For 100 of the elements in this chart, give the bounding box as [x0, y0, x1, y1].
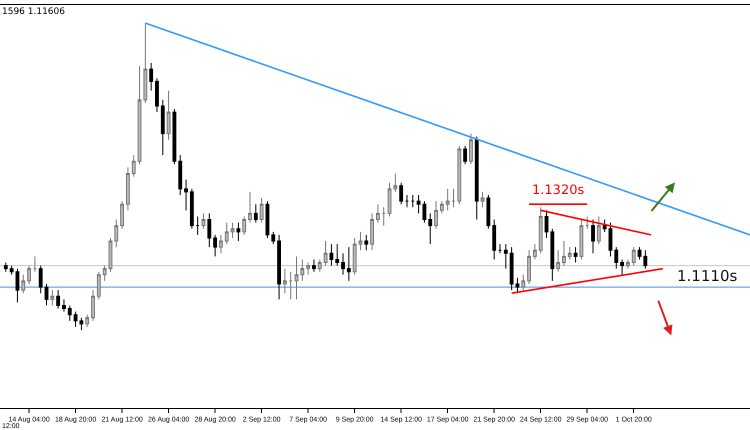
candlestick: [585, 216, 590, 230]
candlestick: [16, 268, 20, 303]
candlestick: [474, 136, 479, 220]
candlestick: [68, 304, 72, 322]
candlestick: [492, 219, 496, 260]
candlestick: [358, 231, 362, 251]
candlestick: [178, 154, 182, 196]
candlestick: [538, 206, 543, 254]
candlestick: [172, 108, 176, 165]
candlestick: [85, 314, 90, 328]
candlestick: [329, 244, 334, 266]
candlestick: [614, 246, 618, 270]
candlestick: [504, 244, 508, 270]
candlestick: [556, 250, 560, 272]
candlestick: [202, 212, 206, 230]
candlestick: [143, 22, 148, 104]
candlestick: [335, 244, 340, 266]
candlestick: [132, 154, 136, 178]
candlestick: [346, 246, 351, 282]
candlestick: [74, 311, 78, 328]
candlestick: [544, 210, 548, 238]
candlestick: [254, 204, 258, 224]
candlestick: [282, 268, 287, 294]
candlestick: [602, 219, 607, 232]
candlestick: [388, 182, 392, 217]
candlestick: [608, 222, 612, 257]
candlestick: [428, 212, 432, 245]
candlestick: [393, 173, 398, 192]
candlestick: [271, 231, 276, 245]
candlestick: [376, 204, 380, 224]
candlestick: [498, 244, 502, 254]
candlestick: [10, 265, 14, 276]
candlestick: [230, 222, 234, 238]
candlestick: [527, 250, 531, 284]
candlestick: [219, 234, 223, 254]
candlestick: [596, 216, 601, 245]
candlestick: [114, 219, 118, 248]
candlestick: [382, 206, 386, 226]
candlestick: [410, 194, 415, 208]
candlestick: [62, 298, 66, 312]
candlestick: [370, 212, 374, 251]
candlestick: [190, 188, 194, 230]
candlestick: [440, 200, 444, 214]
candlestick: [50, 290, 54, 306]
candlestick: [532, 244, 537, 260]
candlestick: [160, 99, 165, 156]
candlestick: [364, 234, 368, 251]
candlestick: [318, 258, 322, 272]
candlestick: [405, 194, 409, 208]
candlestick: [120, 200, 124, 230]
candlestick: [469, 133, 473, 165]
candlestick: [480, 191, 484, 208]
candlestick: [236, 222, 240, 242]
ref-line-label: 1.1110s: [677, 267, 738, 285]
candlestick: [324, 240, 328, 266]
candlestick: [224, 222, 229, 245]
candlestick: [266, 200, 270, 238]
candlestick: [126, 166, 130, 211]
candlestick: [32, 256, 37, 272]
candlestick: [638, 246, 642, 260]
candlestick: [288, 271, 293, 300]
candlestick: [620, 258, 624, 276]
candlestick: [44, 284, 48, 306]
candlestick: [91, 290, 95, 322]
candlestick: [632, 246, 636, 266]
candlestick: [574, 246, 578, 264]
candlestick: [56, 290, 60, 310]
candlestick: [207, 212, 212, 248]
candlestick: [79, 317, 84, 331]
candlestick: [626, 258, 630, 270]
candlestick: [452, 188, 456, 208]
candlestick: [591, 219, 595, 254]
candlestick: [486, 194, 490, 230]
candlestick: [38, 265, 43, 294]
candlestick: [579, 219, 584, 260]
candlestick: [294, 256, 298, 300]
series-label: 1.1320s: [532, 183, 584, 198]
candlestick: [446, 188, 450, 211]
candlestick: [27, 265, 31, 284]
candlestick: [568, 246, 572, 260]
candlestick: [457, 145, 462, 205]
candlestick: [521, 274, 526, 291]
candlestick: [242, 216, 246, 236]
candlestick: [550, 228, 554, 282]
candlestick: [248, 191, 252, 224]
candlestick: [510, 246, 514, 291]
candlestick: [196, 216, 200, 236]
candlestick: [4, 262, 8, 272]
candlestick: [21, 274, 26, 294]
candlestick: [184, 179, 188, 211]
candlestick: [260, 198, 264, 224]
candlestick: [277, 234, 281, 300]
candlestick: [149, 62, 154, 92]
candlestick: [312, 258, 316, 272]
candlestick: [166, 90, 171, 140]
candlestick: [422, 200, 426, 224]
candlestick: [155, 78, 159, 113]
candlestick: [213, 234, 218, 257]
candlestick: [138, 66, 142, 165]
candlestick: [416, 194, 421, 214]
